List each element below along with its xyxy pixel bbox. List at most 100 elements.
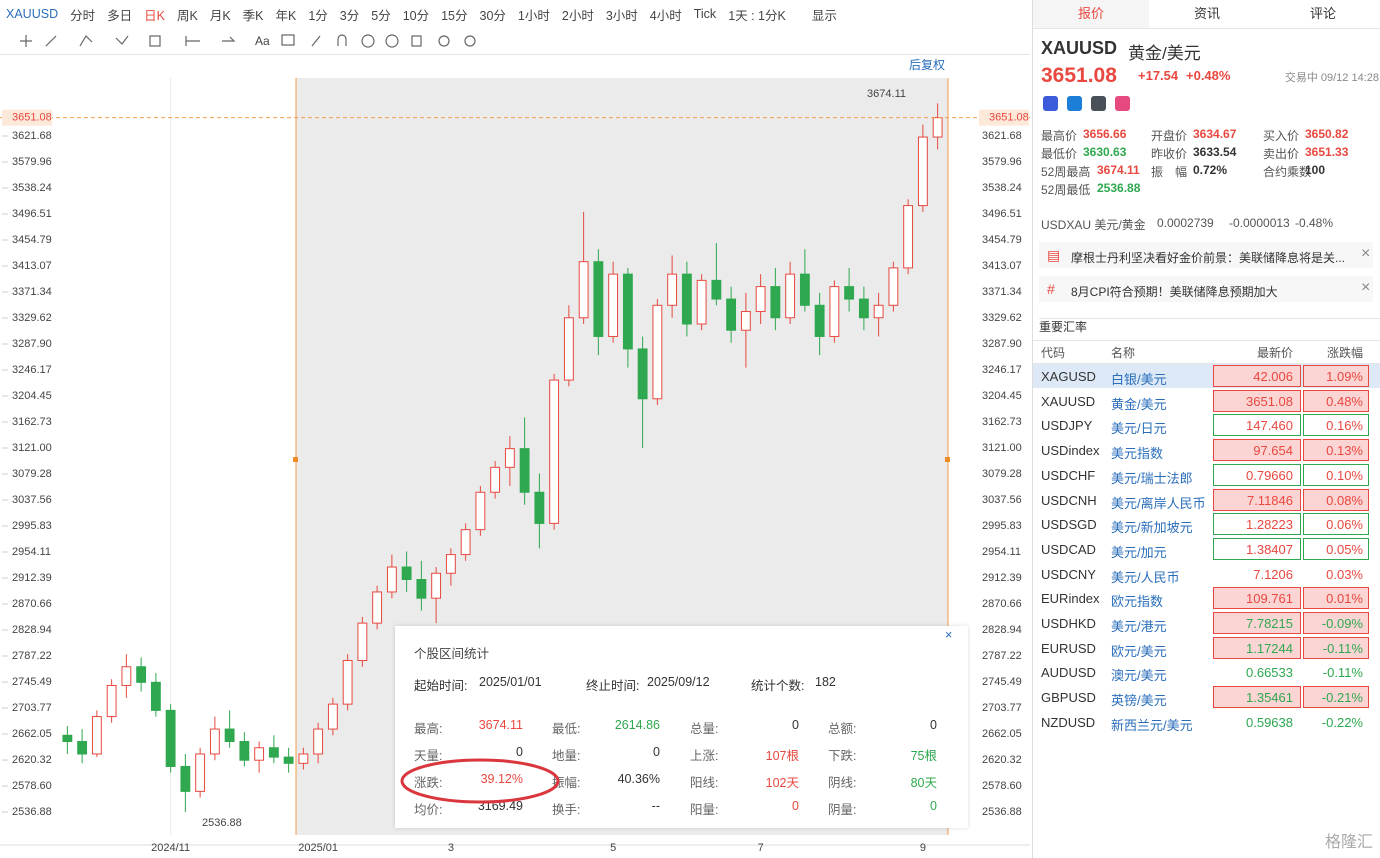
- candle-body: [711, 279, 722, 300]
- price-flash: [1213, 488, 1301, 511]
- icon[interactable]: [1043, 96, 1058, 111]
- y-tick-label: 3204.45: [12, 390, 52, 402]
- period-button[interactable]: 1小时: [517, 8, 550, 23]
- close-icon[interactable]: ×: [945, 628, 953, 642]
- icon[interactable]: [1067, 96, 1082, 111]
- candle-body: [445, 554, 456, 574]
- candle-body: [814, 304, 825, 337]
- row-name: 美元指数: [1111, 446, 1164, 462]
- y-tick-label: 2870.66: [12, 598, 52, 610]
- row-price: 109.761: [1246, 591, 1293, 607]
- quote-panel: 报价 资讯 评论 XAUUSD 黄金/美元 3651.08 +17.54 +0.48% 交易中 …: [1032, 0, 1380, 858]
- y-tick-label: 2828.94: [982, 624, 1022, 636]
- y-tick-label: 3496.51: [12, 208, 52, 220]
- stat-label: 最高:: [414, 722, 443, 736]
- candle-body: [165, 709, 176, 767]
- candle-body: [888, 267, 899, 306]
- adjust-label[interactable]: 后复权: [909, 58, 945, 72]
- period-button[interactable]: 10分: [402, 8, 430, 23]
- y-tick-label: 2995.83: [12, 520, 52, 532]
- candle-body: [932, 117, 943, 138]
- quote-label: 最高价: [1041, 129, 1078, 143]
- pct-flash: [1303, 414, 1369, 437]
- period-button[interactable]: 15分: [441, 8, 468, 23]
- stat-value: 107根: [765, 749, 799, 763]
- row-price: 97.654: [1253, 443, 1293, 459]
- period-button[interactable]: 日K: [144, 8, 165, 23]
- x-tick-label: 9: [920, 842, 926, 854]
- period-button[interactable]: 3分: [339, 8, 360, 23]
- candle-body: [755, 286, 766, 313]
- stats-header: 2025/09/12: [647, 675, 710, 689]
- period-button[interactable]: 分时: [70, 8, 96, 23]
- stat-value: 80天: [910, 776, 937, 790]
- symbol[interactable]: XAUUSD: [6, 7, 59, 21]
- row-price: 7.11846: [1246, 492, 1293, 508]
- y-tick-label: 2954.11: [12, 546, 51, 558]
- news-text[interactable]: 8月CPI符合预期！美联储降息预期加大: [1071, 285, 1278, 299]
- news-close[interactable]: ×: [1361, 245, 1371, 262]
- stat-value: 102天: [765, 776, 799, 790]
- period-button[interactable]: 季K: [242, 8, 264, 23]
- y-tick-label: 3162.73: [982, 416, 1022, 428]
- period-button[interactable]: 年K: [275, 8, 297, 23]
- stat-value: 2614.86: [614, 718, 660, 732]
- period-button[interactable]: 2小时: [561, 8, 594, 23]
- y-tick-label: 3079.28: [12, 468, 52, 480]
- news-item[interactable]: [1039, 242, 1373, 268]
- price: 3651.08: [1041, 64, 1117, 87]
- candle-body: [62, 734, 73, 743]
- period-button[interactable]: 多日: [107, 8, 133, 23]
- quote-label: 52周最低: [1041, 183, 1091, 197]
- period-button[interactable]: 1分: [308, 8, 328, 23]
- candle-body: [549, 379, 560, 524]
- news-close[interactable]: ×: [1361, 279, 1371, 296]
- min-label: 2536.88: [202, 817, 242, 829]
- news-text[interactable]: 摩根士丹利坚决看好金价前景：美联储降息将是关...: [1071, 251, 1346, 265]
- candle-body: [195, 753, 206, 792]
- candle-body: [475, 491, 486, 531]
- stat-label: 均价:: [414, 803, 443, 817]
- last-price-box: [979, 109, 1029, 126]
- quote-value: 100: [1305, 163, 1326, 177]
- tab[interactable]: 评论: [1309, 6, 1336, 21]
- period-button[interactable]: 4小时: [649, 8, 682, 23]
- candle-body: [298, 753, 309, 764]
- period-button[interactable]: Tick: [693, 7, 717, 21]
- candle-body: [386, 566, 397, 593]
- x-tick-label: 7: [758, 842, 764, 854]
- period-button[interactable]: 月K: [209, 8, 231, 23]
- period-button[interactable]: 周K: [176, 8, 198, 23]
- tab[interactable]: 资讯: [1193, 6, 1220, 21]
- candle-body: [519, 448, 530, 493]
- period-button[interactable]: 5分: [371, 8, 391, 23]
- quote-value: 0.72%: [1193, 163, 1228, 177]
- candle-body: [873, 304, 884, 319]
- quote-label: 卖出价: [1263, 147, 1300, 161]
- icon[interactable]: [1115, 96, 1130, 111]
- news-item[interactable]: [1039, 276, 1373, 302]
- period-button[interactable]: 1天 : 1分K: [728, 8, 786, 23]
- y-tick-label: 3454.79: [982, 234, 1022, 246]
- display-button[interactable]: 显示: [811, 8, 837, 23]
- change: +17.54: [1138, 68, 1179, 83]
- row-pct: 0.13%: [1326, 443, 1363, 459]
- y-tick-label: 2912.39: [12, 572, 52, 584]
- candle-body: [91, 716, 102, 755]
- candle-body: [254, 747, 265, 761]
- period-button[interactable]: 30分: [479, 8, 506, 23]
- row-code: USDCNY: [1041, 566, 1096, 582]
- stat-value: 0: [653, 745, 660, 759]
- row-name: 美元/新加坡元: [1111, 520, 1193, 536]
- pct-flash: [1303, 612, 1369, 634]
- period-button[interactable]: 3小时: [605, 8, 638, 23]
- tab[interactable]: 报价: [1033, 0, 1149, 28]
- symbol: XAUUSD: [1041, 38, 1118, 58]
- candle-body: [622, 273, 633, 350]
- row-name: 美元/瑞士法郎: [1111, 470, 1193, 486]
- icon[interactable]: [1091, 96, 1106, 111]
- stat-value: 0: [930, 718, 937, 732]
- tabs: 报价 资讯 评论: [1033, 0, 1380, 29]
- quote-value: 2536.88: [1097, 181, 1141, 195]
- y-tick-label: 3287.90: [982, 338, 1022, 350]
